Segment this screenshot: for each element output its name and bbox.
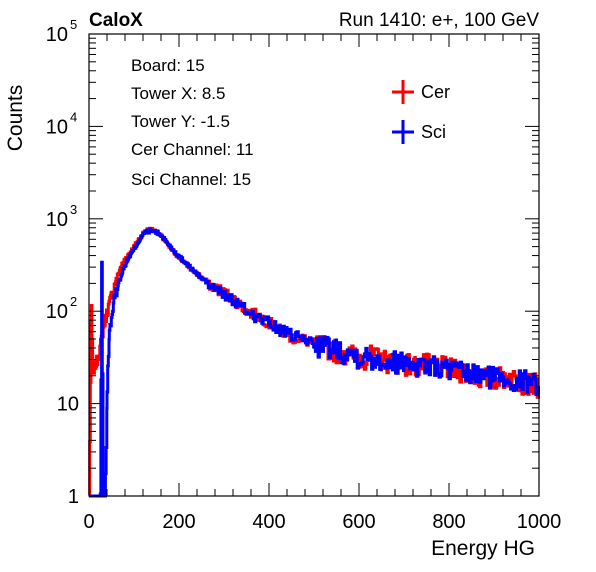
y-tick-exponent: 5: [70, 17, 77, 32]
y-tick-label: 1: [68, 486, 79, 508]
info-cer-channel: Cer Channel: 11: [131, 140, 254, 159]
y-tick-label: 10: [57, 394, 79, 416]
y-tick-exponent: 4: [70, 109, 77, 124]
data-layer: [88, 226, 540, 498]
legend-sci-label: Sci: [421, 122, 446, 142]
x-tick-label: 200: [162, 511, 195, 533]
info-tower-x: Tower X: 8.5: [131, 84, 226, 103]
plot-frame: [88, 33, 540, 497]
legend: Cer Sci: [392, 80, 450, 144]
legend-sci-marker: [392, 120, 414, 144]
run-info-label: Run 1410: e+, 100 GeV: [339, 10, 540, 31]
x-tick-label: 0: [83, 511, 94, 533]
x-axis-label: Energy HG: [431, 537, 535, 560]
y-axis-label: Counts: [4, 85, 27, 152]
experiment-label: CaloX: [89, 10, 143, 31]
info-board: Board: 15: [131, 56, 205, 75]
x-tick-label: 600: [342, 511, 375, 533]
info-sci-channel: Sci Channel: 15: [131, 170, 251, 189]
x-tick-label: 800: [432, 511, 465, 533]
info-box: Board: 15 Tower X: 8.5 Tower Y: -1.5 Cer…: [131, 56, 254, 189]
info-tower-y: Tower Y: -1.5: [131, 112, 230, 131]
legend-cer-marker: [392, 80, 414, 104]
y-tick-exponent: 3: [70, 202, 77, 217]
x-tick-label: 400: [252, 511, 285, 533]
y-tick-label: 10: [46, 209, 68, 231]
y-tick-exponent: 2: [70, 294, 77, 309]
y-tick-label: 10: [46, 301, 68, 323]
series-sci-line: [89, 227, 540, 498]
legend-cer-label: Cer: [421, 82, 450, 102]
y-tick-label: 10: [46, 24, 68, 46]
x-tick-label: 1000: [517, 511, 562, 533]
y-tick-label: 10: [46, 116, 68, 138]
